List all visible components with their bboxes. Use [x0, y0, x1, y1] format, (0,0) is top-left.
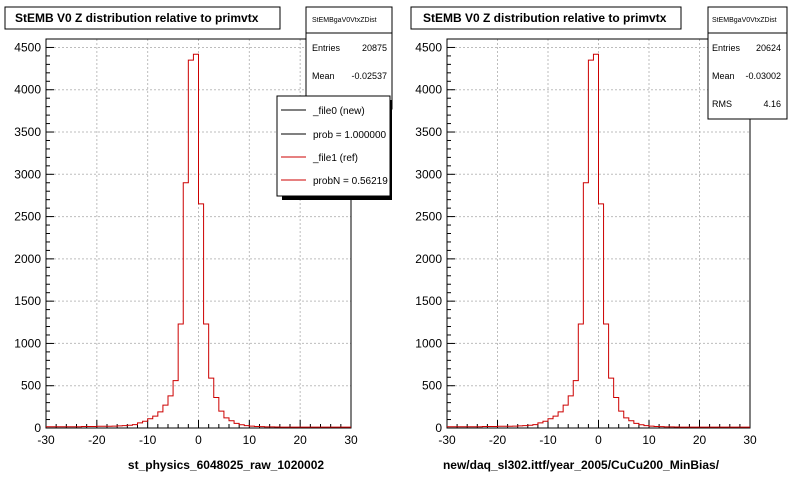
- left-xtick-label: 0: [195, 433, 202, 447]
- left-xtick-label: -10: [139, 433, 157, 447]
- left-xtick-label: -20: [88, 433, 106, 447]
- right-yticks: 0 500 1000 1500 2000 2500 3000 3500 4000 4500: [415, 40, 455, 435]
- right-xtick-label: 30: [743, 433, 757, 447]
- left-ytick-label: 2500: [14, 210, 41, 224]
- left-ytick-label: 3000: [14, 167, 41, 181]
- left-series-ref-red: [46, 53, 351, 428]
- left-ytick-label: 4000: [14, 83, 41, 97]
- left-ytick-label: 4500: [14, 40, 41, 54]
- right-xtick-label: -30: [438, 433, 456, 447]
- right-stats-name: StEMBgaV0VtxZDist: [712, 17, 777, 24]
- left-stats-entries-value: 20875: [362, 43, 387, 53]
- left-stats-box: StEMBgaV0VtxZDist Entries 20875 Mean -0.…: [305, 6, 393, 110]
- right-ytick-label: 3000: [415, 167, 442, 181]
- left-ytick-label: 2000: [14, 252, 41, 266]
- left-stats-mean-value: -0.02537: [351, 71, 387, 81]
- right-stats-mean-label: Mean: [712, 71, 735, 81]
- right-xticks: -30 -20 -10 0 10 20 30: [438, 420, 757, 447]
- right-x-axis-title: new/daq_sl302.ittf/year_2005/CuCu200_Min…: [443, 458, 720, 472]
- left-panel: 0 500 1000 1500 2000 2500 3000 3500 4000 4500 -30…: [4, 6, 393, 472]
- left-x-axis-title: st_physics_6048025_raw_1020002: [128, 458, 324, 472]
- right-stats-rms-label: RMS: [712, 99, 732, 109]
- left-legend: _file0 (new) prob = 1.000000 _file1 (ref…: [276, 95, 392, 200]
- right-title-box: [410, 6, 682, 30]
- left-ytick-label: 500: [21, 379, 41, 393]
- left-title-box: [4, 6, 281, 30]
- right-ytick-label: 4000: [415, 83, 442, 97]
- left-xticks: -30 -20 -10 0 10 20 30: [37, 420, 358, 447]
- right-panel: 0 500 1000 1500 2000 2500 3000 3500 4000 4500 -30…: [410, 6, 788, 472]
- right-ytick-label: 1500: [415, 294, 442, 308]
- right-xtick-label: -20: [489, 433, 507, 447]
- right-ytick-label: 1000: [415, 336, 442, 350]
- right-ytick-label: 0: [435, 421, 442, 435]
- right-ytick-label: 2500: [415, 210, 442, 224]
- left-ytick-label: 1500: [14, 294, 41, 308]
- right-xtick-label: -10: [539, 433, 557, 447]
- left-ytick-label: 1000: [14, 336, 41, 350]
- left-xtick-label: 10: [243, 433, 257, 447]
- right-stats-box: StEMBgaV0VtxZDist Entries 20624 Mean -0.…: [707, 6, 788, 120]
- right-stats-rms-value: 4.16: [763, 99, 781, 109]
- right-ytick-label: 3500: [415, 125, 442, 139]
- right-stats-entries-value: 20624: [756, 43, 781, 53]
- right-stats-mean-value: -0.03002: [745, 71, 781, 81]
- left-ytick-label: 0: [34, 421, 41, 435]
- left-stats-name: StEMBgaV0VtxZDist: [312, 17, 377, 24]
- legend-label-new: _file0 (new): [312, 106, 365, 117]
- left-stats-entries-label: Entries: [312, 43, 341, 53]
- right-xtick-label: 20: [693, 433, 707, 447]
- left-xtick-label: 30: [344, 433, 358, 447]
- left-stats-mean-label: Mean: [312, 71, 335, 81]
- right-ytick-label: 500: [422, 379, 442, 393]
- right-title: StEMB V0 Z distribution relative to prim…: [423, 11, 667, 25]
- right-xtick-label: 10: [642, 433, 656, 447]
- right-xtick-label: 0: [595, 433, 602, 447]
- legend-label-probn: probN = 0.56219: [313, 176, 388, 187]
- left-title: StEMB V0 Z distribution relative to prim…: [15, 11, 259, 25]
- left-xtick-label: 20: [293, 433, 307, 447]
- right-stats-entries-label: Entries: [712, 43, 741, 53]
- right-ytick-label: 2000: [415, 252, 442, 266]
- left-yticks: 0 500 1000 1500 2000 2500 3000 3500 4000 4500: [14, 40, 54, 435]
- right-series-red: [447, 53, 750, 428]
- right-ytick-label: 4500: [415, 40, 442, 54]
- left-xtick-label: -30: [37, 433, 55, 447]
- legend-label-prob: prob = 1.000000: [313, 130, 387, 141]
- left-ytick-label: 3500: [14, 125, 41, 139]
- legend-label-ref: _file1 (ref): [312, 153, 358, 164]
